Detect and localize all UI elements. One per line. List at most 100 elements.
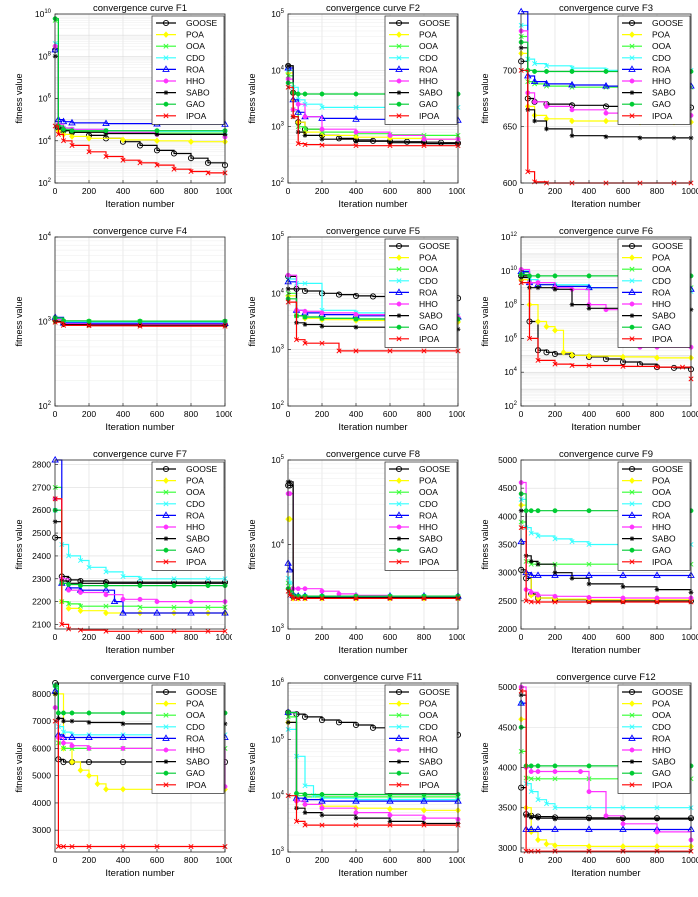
data-point-roa [534,825,542,832]
legend-marker-roa [395,511,403,518]
data-point-ipoa [620,363,626,369]
data-point-roa [619,825,627,832]
data-point-ipoa [86,149,92,155]
chart-panel-convergence-curve-f3: 0 200 400 600 800 1000 600 650 700 convergence cu… [466,0,698,223]
data-point-gao [319,91,325,97]
data-point-sabo [421,141,427,147]
y-tick-label: 103 [271,345,284,355]
data-point-gao [527,273,532,279]
chart-title: convergence curve F7 [93,449,187,460]
legend-marker-hho [629,78,635,84]
chart-title: convergence curve F9 [559,449,653,460]
data-point-goose [170,150,178,157]
legend-marker-goose [628,688,636,696]
data-point-goose [60,758,67,766]
legend-marker-ipoa [396,782,402,788]
data-point-roa [653,571,661,578]
data-point-cdo [654,805,660,811]
legend-label: POA [186,476,204,486]
legend-item-ooa: OOA [622,264,671,274]
data-point-roa [85,733,93,740]
legend-label: ROA [186,64,205,74]
legend-marker-roa [162,65,170,72]
chart-panel-convergence-curve-f7: 0 200 400 600 800 1000 2100 2200 2300 2400 2500 260… [0,446,235,669]
legend-item-ooa: OOA [389,41,438,51]
data-point-hho [61,740,66,746]
tick-labels: 0 200 400 600 800 1000 102 104 106 108 1010 [35,9,235,196]
legend-label: IPOA [652,111,673,121]
series-ipoa [518,280,694,382]
legend-item-hho: HHO [622,76,671,86]
legend-item-cdo: CDO [622,276,671,286]
chart-panel-convergence-curve-f6: 0 200 400 600 800 1000 102 104 106 108 1010 1012 con… [466,223,698,446]
legend-label: CDO [186,499,205,509]
legend-item-hho: HHO [622,299,671,309]
legend-item-cdo: CDO [156,53,205,63]
data-point-gao [528,763,534,769]
y-tick-label: 3500 [498,803,517,813]
legend-item-gao: GAO [622,99,671,109]
legend-label: OOA [419,41,438,51]
data-point-sabo [620,584,626,590]
data-point-hho [302,586,308,592]
data-point-ipoa [120,844,126,850]
data-point-hho [552,769,558,774]
legend-label: GAO [419,768,438,778]
data-point-gao [302,792,308,797]
legend-item-poa: POA [622,30,670,40]
x-tick-label: 600 [383,409,397,419]
data-point-ipoa [421,595,427,601]
data-point-hho [620,821,626,827]
data-point-ooa [205,604,211,610]
legend-item-goose: GOOSE [622,687,684,697]
data-point-goose [85,758,93,766]
legend-label: CDO [652,53,671,63]
data-point-roa [420,797,428,804]
data-point-gao [86,318,92,324]
series-gao [285,710,461,797]
data-point-ipoa [319,142,325,148]
legend-item-cdo: CDO [389,276,438,286]
legend-marker-poa [396,700,402,707]
data-point-sabo [637,135,643,141]
legend-item-ooa: OOA [389,710,438,720]
legend-item-ooa: OOA [389,487,438,497]
legend-label: HHO [186,76,205,86]
series-line-ipoa [55,125,225,174]
legend-item-ooa: OOA [622,710,671,720]
chart-svg: 0 200 400 600 800 1000 102 103 104 105 convergence… [247,226,468,433]
data-point-gao [103,128,109,134]
x-tick-label: 400 [116,632,130,642]
data-point-poa [603,117,609,125]
legend-marker-hho [163,524,169,530]
data-point-hho [535,280,541,286]
data-point-hho [387,132,393,138]
legend-item-cdo: CDO [389,499,438,509]
legend-item-poa: POA [622,699,670,709]
legend-item-poa: POA [389,699,437,709]
data-point-ipoa [86,323,92,329]
y-axis-label: fitness value [14,742,24,792]
y-tick-label: 2100 [32,619,51,629]
data-point-hho [387,812,393,818]
data-point-sabo [302,132,308,138]
data-point-roa [119,608,127,616]
chart-panel-convergence-curve-f8: 0 200 400 600 800 1000 103 104 105 convergence cu… [233,446,468,669]
data-point-cdo [205,576,211,582]
tick-labels: 0 200 400 600 800 1000 2000 2500 3000 3500 4000 450… [498,455,698,642]
series-ipoa [52,123,228,176]
legend-label: POA [186,699,204,709]
chart-panel-convergence-curve-f4: 0 200 400 600 800 1000 102 103 104 convergence cu… [0,223,235,446]
axes-frame [520,13,692,184]
legend-item-ipoa: IPOA [389,557,440,567]
data-point-cdo [66,553,72,559]
data-point-gao [319,315,325,321]
data-point-ipoa [523,848,529,854]
x-tick-label: 200 [315,186,329,196]
x-tick-label: 800 [650,409,664,419]
data-point-ipoa [526,335,533,341]
x-tick-label: 800 [184,409,198,419]
legend-label: ROA [652,287,671,297]
data-point-ooa [586,561,592,567]
